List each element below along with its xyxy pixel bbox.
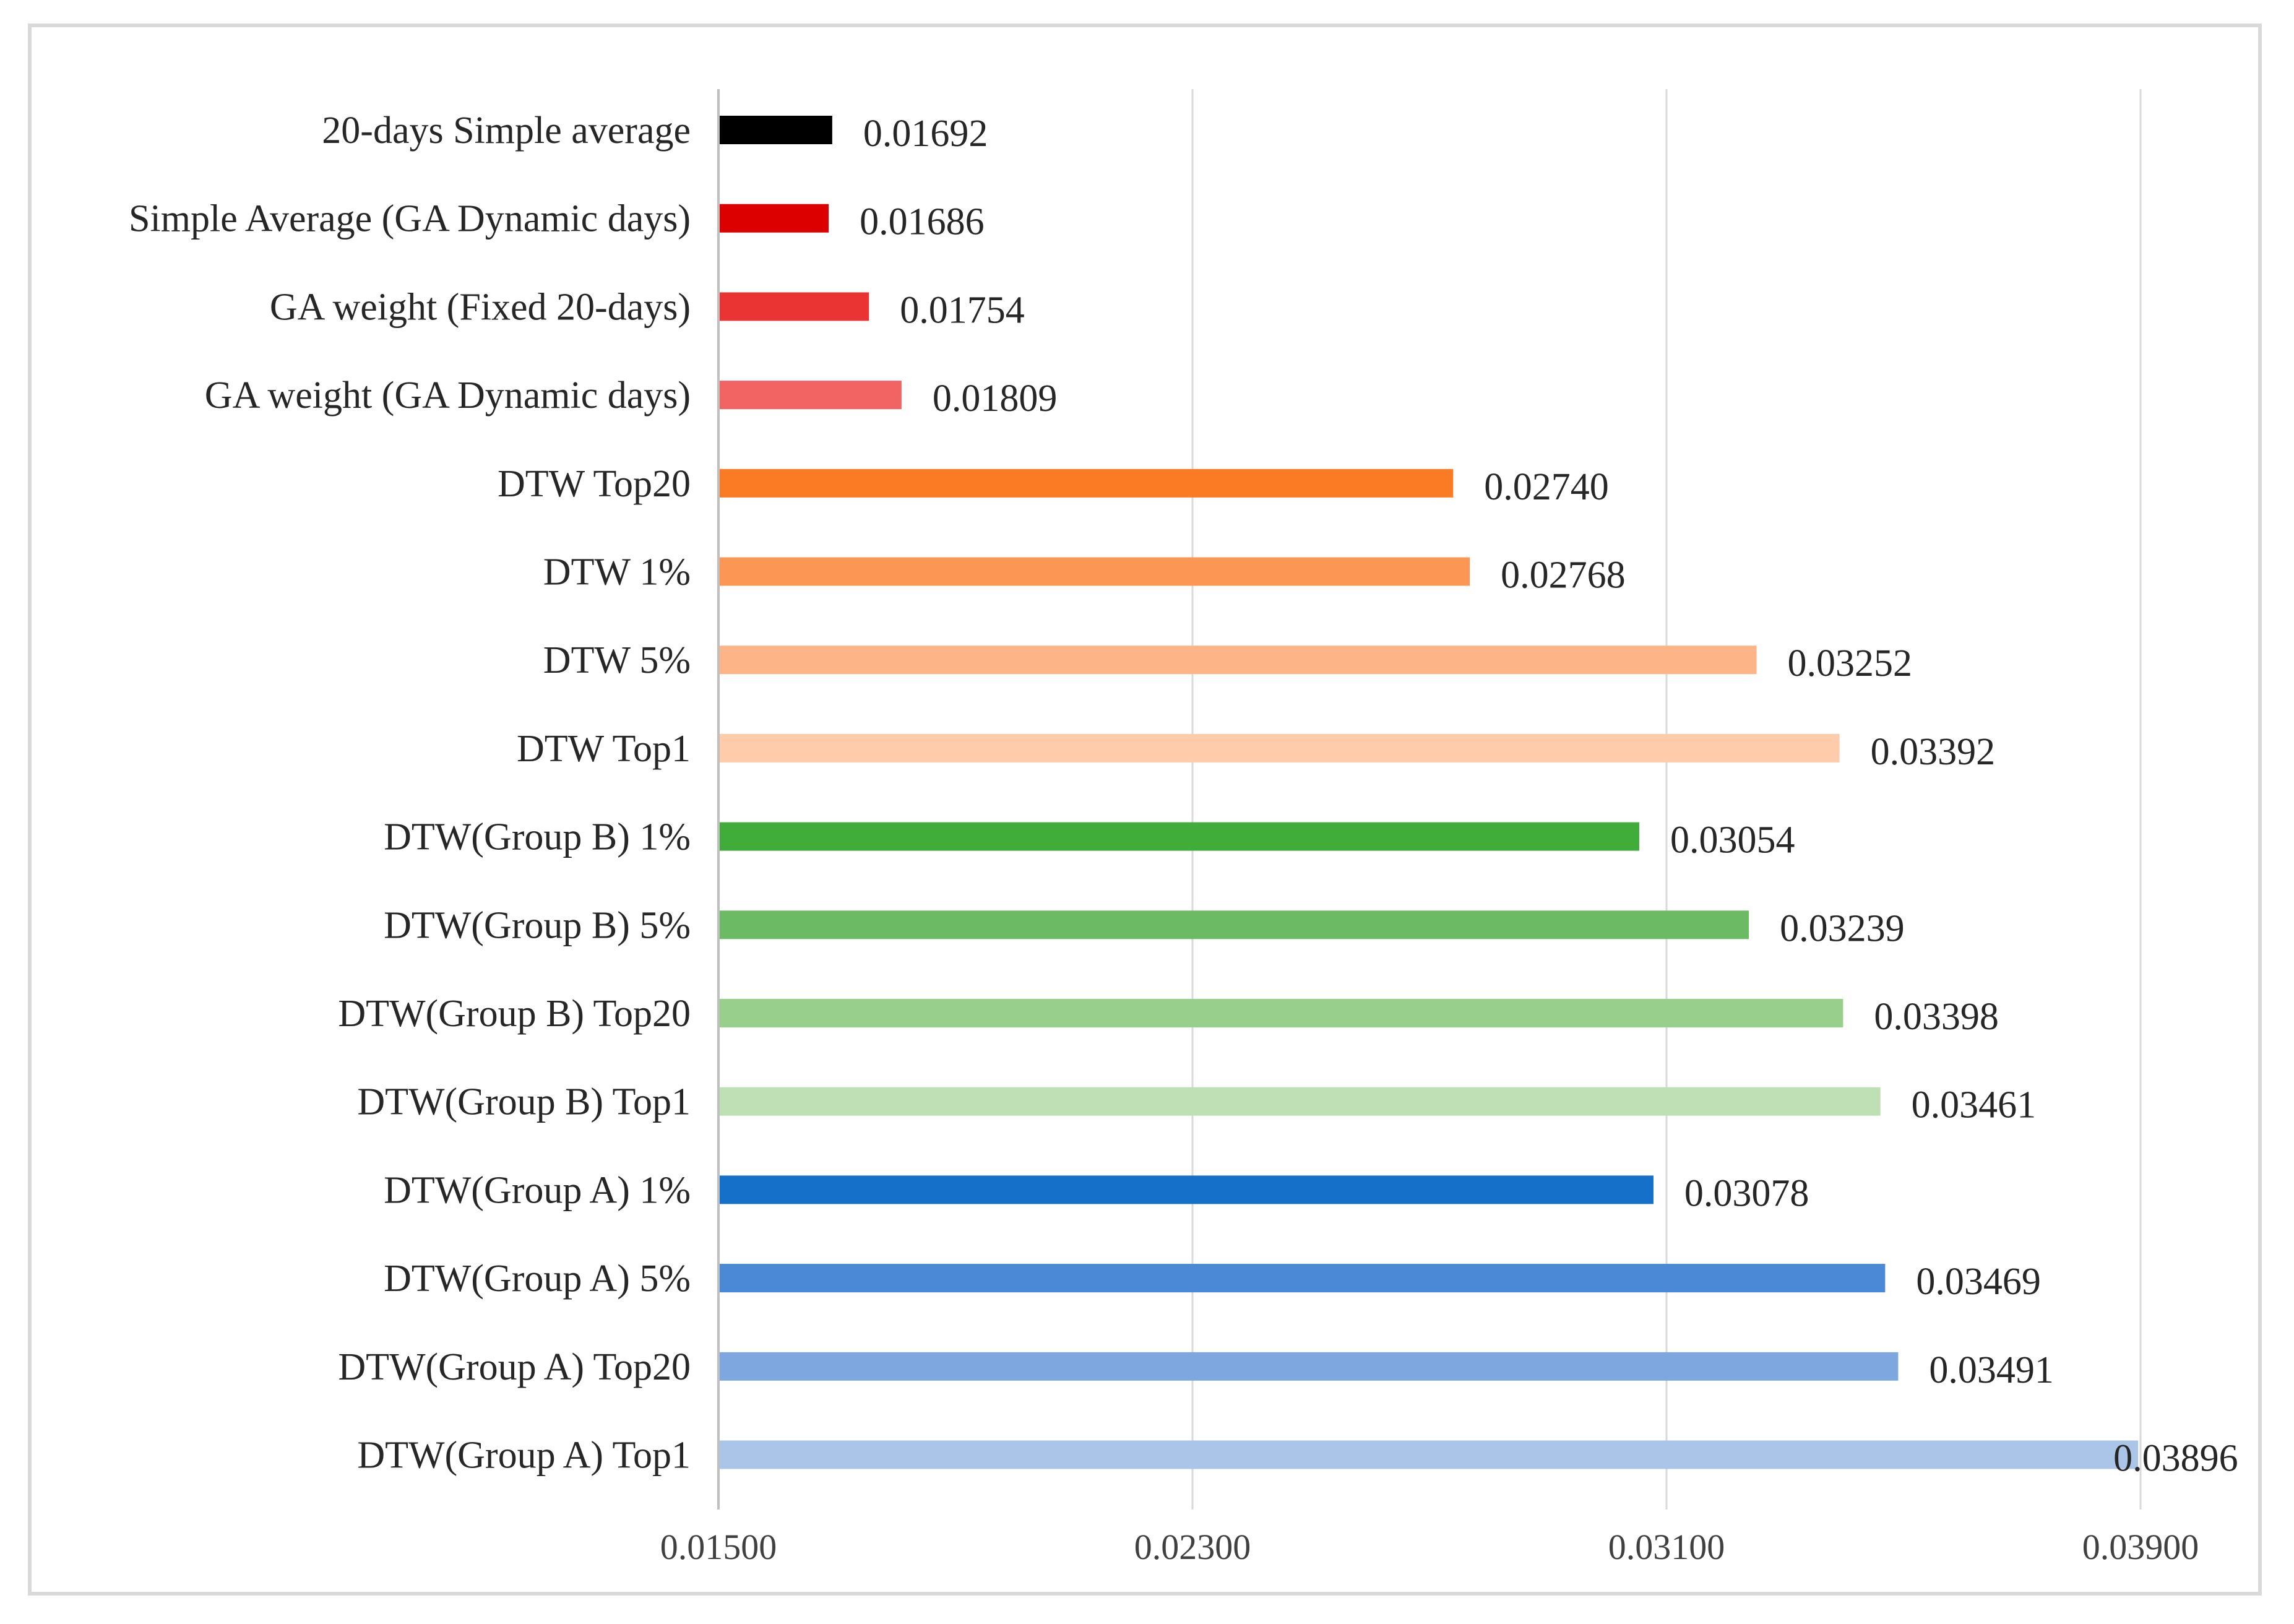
category-label: GA weight (GA Dynamic days): [205, 374, 691, 417]
category-label: DTW(Group A) Top1: [357, 1435, 691, 1477]
label-layer: 20-days Simple average 0.01692 Simple Aver…: [129, 110, 2238, 1480]
bar: [720, 822, 1639, 851]
bar: [720, 116, 832, 144]
value-label: 0.03896: [2113, 1438, 2238, 1480]
value-label: 0.01809: [933, 378, 1058, 420]
bar: [720, 910, 1749, 939]
value-label: 0.03054: [1670, 819, 1795, 862]
bar: [720, 999, 1843, 1027]
category-label: DTW Top1: [517, 728, 691, 770]
value-label: 0.03461: [1912, 1084, 2037, 1126]
category-label: DTW(Group A) Top20: [338, 1346, 691, 1388]
value-label: 0.02768: [1501, 555, 1626, 597]
value-label: 0.03252: [1788, 642, 1913, 685]
bar: [720, 646, 1757, 675]
bar: [720, 557, 1470, 586]
value-label: 0.03398: [1874, 996, 1999, 1038]
category-label: DTW(Group B) Top1: [357, 1081, 691, 1123]
bar: [720, 1087, 1881, 1116]
bar: [720, 381, 902, 410]
bar: [720, 204, 829, 233]
bar: [720, 469, 1454, 498]
bar: [720, 1352, 1899, 1381]
category-label: 20-days Simple average: [322, 110, 691, 152]
value-label: 0.02740: [1484, 466, 1609, 508]
category-label: DTW(Group A) 1%: [384, 1169, 691, 1211]
category-label: DTW(Group A) 5%: [384, 1258, 691, 1300]
x-tick-label: 0.03900: [2082, 1527, 2199, 1567]
bar: [720, 1175, 1654, 1204]
tick-layer: 0.01500 0.02300 0.03100 0.03900: [660, 1527, 2199, 1567]
value-label: 0.01692: [863, 113, 988, 155]
category-label: DTW 1%: [543, 551, 691, 594]
value-label: 0.03469: [1916, 1261, 2041, 1303]
value-label: 0.01754: [900, 289, 1025, 331]
x-tick-label: 0.03100: [1608, 1527, 1725, 1567]
x-tick-label: 0.02300: [1134, 1527, 1251, 1567]
bar: [720, 1440, 2139, 1469]
bar-chart: 20-days Simple average 0.01692 Simple Aver…: [129, 89, 2238, 1567]
bar: [720, 292, 869, 321]
category-label: DTW(Group B) Top20: [338, 993, 691, 1035]
value-label: 0.03392: [1871, 731, 1996, 773]
bar: [720, 733, 1840, 762]
category-label: GA weight (Fixed 20-days): [270, 286, 691, 328]
chart-frame: 20-days Simple average 0.01692 Simple Aver…: [28, 24, 2262, 1596]
value-label: 0.03078: [1684, 1172, 1809, 1214]
value-label: 0.03239: [1780, 907, 1905, 949]
value-label: 0.01686: [860, 201, 985, 243]
x-tick-label: 0.01500: [660, 1527, 777, 1567]
bar: [720, 1264, 1886, 1293]
bar-layer: [720, 116, 2139, 1469]
category-label: DTW Top20: [498, 463, 691, 505]
category-label: DTW 5%: [543, 639, 691, 681]
category-label: DTW(Group B) 5%: [384, 904, 691, 946]
category-label: DTW(Group B) 1%: [384, 816, 691, 858]
value-label: 0.03491: [1929, 1349, 2054, 1391]
category-label: Simple Average (GA Dynamic days): [129, 198, 691, 240]
